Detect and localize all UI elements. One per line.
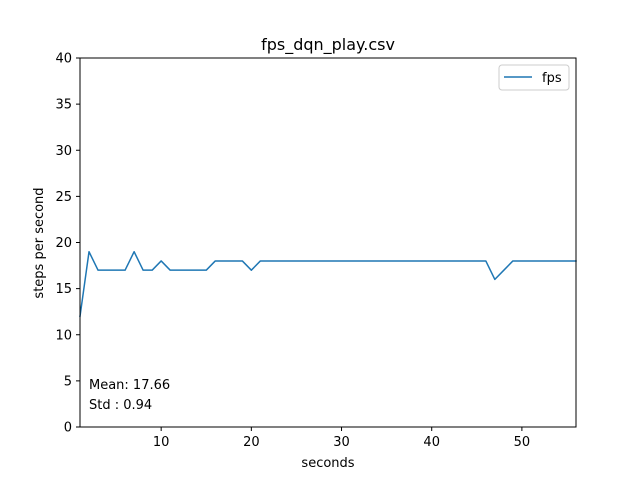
y-tick-label-20: 20	[55, 236, 72, 251]
y-tick-label-5: 5	[64, 374, 72, 389]
legend-label-fps: fps	[542, 71, 562, 86]
x-tick-label-40: 40	[423, 435, 440, 450]
legend: fps	[498, 64, 570, 91]
x-tick-label-50: 50	[514, 435, 531, 450]
x-tick-label-10: 10	[153, 435, 170, 450]
mean-annotation: Mean: 17.66	[89, 378, 170, 393]
x-axis-ticks: 10 20 30 40 50	[153, 427, 530, 450]
y-tick-label-0: 0	[64, 421, 72, 436]
y-axis-ticks: 0 5 10 15 20 25 30 35 40	[55, 52, 80, 436]
y-tick-label-25: 25	[55, 190, 72, 205]
fps-series-line	[79, 250, 577, 318]
x-tick-label-20: 20	[243, 435, 260, 450]
plot-area-frame	[79, 57, 577, 428]
legend-box	[498, 64, 570, 91]
y-tick-label-35: 35	[55, 98, 72, 113]
chart-title: fps_dqn_play.csv	[261, 35, 395, 55]
y-tick-label-30: 30	[55, 144, 72, 159]
y-tick-label-10: 10	[55, 328, 72, 343]
x-tick-label-30: 30	[333, 435, 350, 450]
y-tick-label-15: 15	[55, 282, 72, 297]
x-axis-title: seconds	[301, 456, 354, 471]
std-annotation: Std : 0.94	[89, 398, 152, 413]
y-axis-title: steps per second	[32, 187, 47, 298]
y-tick-label-40: 40	[55, 52, 72, 67]
